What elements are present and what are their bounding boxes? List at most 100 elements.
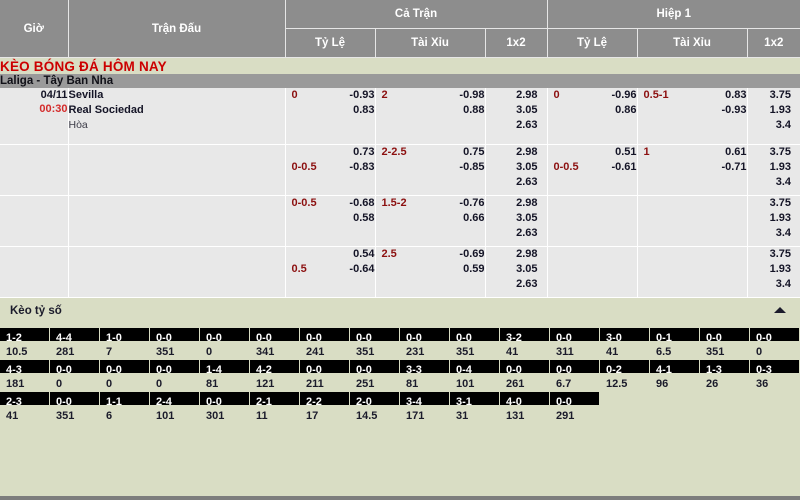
overunder-line[interactable]: 1 [643, 146, 650, 158]
score-odds-cell[interactable]: 0-0 251 [350, 360, 400, 390]
odds-value[interactable]: -0.61 [611, 161, 637, 173]
odds-value[interactable]: -0.83 [349, 161, 375, 173]
score-odds-cell[interactable]: 3-4 171 [400, 392, 450, 422]
odds-value[interactable]: 2.98 [516, 146, 538, 158]
score-odd-value[interactable]: 171 [400, 406, 449, 422]
odds-value[interactable]: 3.75 [769, 89, 792, 101]
odds-value[interactable]: -0.64 [349, 263, 375, 275]
odds-value[interactable]: 0.83 [353, 104, 375, 116]
score-odds-cell[interactable]: 3-0 41 [600, 328, 650, 358]
odds-full-handicap[interactable]: 0.73 0-0.5 -0.83 [285, 144, 376, 196]
odds-value[interactable]: 1.93 [769, 212, 792, 224]
score-odd-value[interactable]: 181 [0, 374, 49, 390]
score-odds-cell[interactable]: 0-4 101 [450, 360, 500, 390]
handicap-line[interactable]: 0-0.5 [291, 161, 317, 173]
handicap-line[interactable]: 0-0.5 [291, 197, 317, 209]
collapse-up-icon[interactable] [774, 307, 786, 313]
odds-value[interactable]: 0.86 [615, 104, 637, 116]
score-odds-cell[interactable]: 0-0 261 [500, 360, 550, 390]
score-odds-cell[interactable]: 0-0 0 [100, 360, 150, 390]
score-odd-value[interactable]: 6.5 [650, 342, 699, 358]
odds-full-1x2[interactable]: 2.98 3.05 2.63 [485, 195, 548, 247]
odds-value[interactable]: 2.98 [516, 248, 538, 260]
odds-value[interactable]: 0.51 [615, 146, 637, 158]
score-odds-cell[interactable]: 2-3 41 [0, 392, 50, 422]
league-row[interactable]: Laliga - Tây Ban Nha [0, 74, 800, 88]
score-odds-cell[interactable]: 4-1 96 [650, 360, 700, 390]
odds-value[interactable]: 0.83 [725, 89, 747, 101]
score-odd-value[interactable]: 291 [550, 406, 599, 422]
odds-value[interactable]: 2.63 [516, 176, 538, 188]
odds-value[interactable]: -0.69 [459, 248, 485, 260]
score-odds-cell[interactable]: 0-0 351 [350, 328, 400, 358]
score-odds-cell[interactable]: 1-3 26 [700, 360, 750, 390]
score-odd-value[interactable]: 351 [450, 342, 499, 358]
score-odds-cell[interactable]: 0-1 6.5 [650, 328, 700, 358]
score-odd-value[interactable]: 6.7 [550, 374, 599, 390]
overunder-line[interactable]: 2.5 [381, 248, 397, 260]
odds-value[interactable]: -0.85 [459, 161, 485, 173]
odds-half-1x2[interactable]: 3.75 1.93 3.4 [747, 88, 800, 145]
overunder-line[interactable]: 1.5-2 [381, 197, 407, 209]
score-odd-value[interactable]: 351 [50, 406, 99, 422]
odds-value[interactable]: 3.4 [775, 227, 792, 239]
odds-full-overunder[interactable]: 2-2.5 0.75 -0.85 [375, 144, 486, 196]
score-odds-cell[interactable]: 0-0 341 [250, 328, 300, 358]
score-odds-cell[interactable]: 0-0 0 [200, 328, 250, 358]
odds-value[interactable]: 1.93 [769, 263, 792, 275]
score-odds-cell[interactable]: 2-4 101 [150, 392, 200, 422]
odds-full-handicap[interactable]: 0-0.5 -0.68 0.58 [285, 195, 376, 247]
odds-value[interactable]: 3.4 [775, 176, 792, 188]
score-odds-cell[interactable]: 0-0 231 [400, 328, 450, 358]
handicap-line[interactable]: 0.5 [291, 263, 307, 275]
score-odd-value[interactable]: 231 [400, 342, 449, 358]
score-odds-cell[interactable]: 4-3 181 [0, 360, 50, 390]
odds-value[interactable]: 1.93 [769, 104, 792, 116]
overunder-line[interactable]: 2 [381, 89, 388, 101]
odds-value[interactable]: 0.88 [463, 104, 485, 116]
score-odds-cell[interactable]: 0-0 0 [150, 360, 200, 390]
score-odd-value[interactable]: 41 [0, 406, 49, 422]
score-odd-value[interactable]: 81 [400, 374, 449, 390]
score-odd-value[interactable]: 7 [100, 342, 149, 358]
odds-half-overunder[interactable]: 0.5-1 0.83 -0.93 [637, 88, 748, 145]
odds-half-handicap[interactable]: 0 -0.96 0.86 [547, 88, 638, 145]
odds-value[interactable]: 3.05 [516, 212, 538, 224]
odds-full-1x2[interactable]: 2.98 3.05 2.63 [485, 246, 548, 298]
odds-value[interactable]: -0.76 [459, 197, 485, 209]
odds-value[interactable]: 0.61 [725, 146, 747, 158]
score-odds-cell[interactable]: 2-0 14.5 [350, 392, 400, 422]
score-odds-cell[interactable]: 0-0 351 [50, 392, 100, 422]
odds-value[interactable]: 0.66 [463, 212, 485, 224]
score-odd-value[interactable]: 351 [700, 342, 749, 358]
score-odds-cell[interactable]: 0-2 12.5 [600, 360, 650, 390]
handicap-line[interactable]: 0 [291, 89, 298, 101]
league-name[interactable]: Laliga - Tây Ban Nha [0, 74, 800, 88]
score-odds-cell[interactable]: 0-0 0 [750, 328, 800, 358]
handicap-line[interactable]: 0 [553, 89, 560, 101]
score-odd-value[interactable]: 6 [100, 406, 149, 422]
score-odd-value[interactable]: 26 [700, 374, 749, 390]
odds-value[interactable]: 3.75 [769, 146, 792, 158]
score-odds-cell[interactable]: 1-0 7 [100, 328, 150, 358]
odds-full-1x2[interactable]: 2.98 3.05 2.63 [485, 88, 548, 145]
score-odds-cell[interactable]: 0-0 291 [550, 392, 600, 422]
score-odd-value[interactable]: 14.5 [350, 406, 399, 422]
score-odd-value[interactable]: 0 [150, 374, 199, 390]
score-odds-cell[interactable]: 0-0 301 [200, 392, 250, 422]
odds-half-handicap[interactable]: 0.51 0-0.5 -0.61 [547, 144, 638, 196]
score-odd-value[interactable]: 36 [750, 374, 799, 390]
odds-value[interactable]: 1.93 [769, 161, 792, 173]
odds-value[interactable]: 0.58 [353, 212, 375, 224]
score-odd-value[interactable]: 351 [150, 342, 199, 358]
score-odds-cell[interactable]: 0-3 36 [750, 360, 800, 390]
odds-value[interactable]: 2.98 [516, 89, 538, 101]
score-odds-cell[interactable]: 3-3 81 [400, 360, 450, 390]
odds-value[interactable]: -0.68 [349, 197, 375, 209]
score-odds-cell[interactable]: 4-2 121 [250, 360, 300, 390]
odds-value[interactable]: 3.75 [769, 248, 792, 260]
score-odd-value[interactable]: 311 [550, 342, 599, 358]
odds-full-handicap[interactable]: 0.54 0.5 -0.64 [285, 246, 376, 298]
score-odd-value[interactable]: 101 [450, 374, 499, 390]
odds-full-handicap[interactable]: 0 -0.93 0.83 [285, 88, 376, 145]
